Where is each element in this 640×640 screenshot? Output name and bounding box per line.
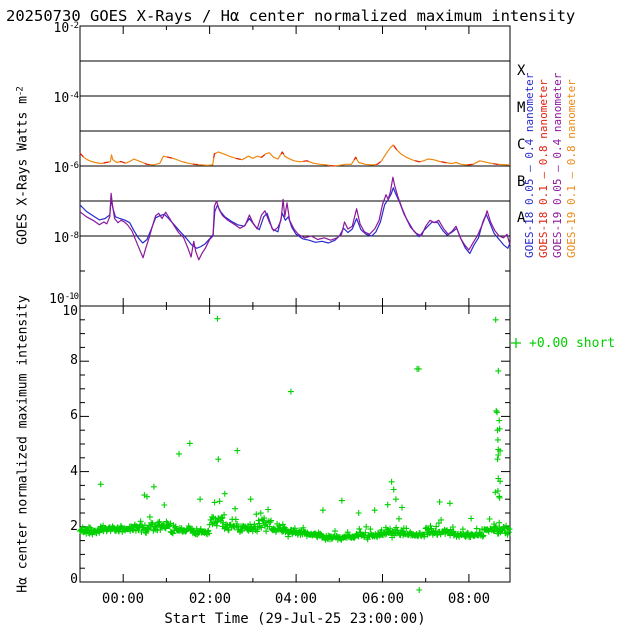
goes18-short-curve [79, 187, 511, 255]
legend-goes18-long: GOES-18 0.1 – 0.8 nanometer [537, 79, 550, 258]
flare-class-x: X [517, 63, 526, 79]
halpha-ytick-0: 0 [70, 572, 78, 587]
xray-ytick-label-1e-2: 10-2 [53, 21, 79, 36]
legend-goes19-long: GOES-19 0.1 – 0.8 nanometer [565, 79, 578, 258]
xray-y-axis-title: GOES X-Rays Watts m-2 [15, 87, 31, 245]
halpha-ytick-6: 6 [70, 408, 78, 423]
halpha-legend-label: +0.00 short [529, 336, 616, 351]
flare-class-c: C [517, 137, 526, 153]
xray-ytick-label-1e-4: 10-4 [53, 91, 79, 106]
halpha-points [76, 315, 513, 593]
xtick-0200: 02:00 [188, 591, 232, 607]
page-title: 20250730 GOES X-Rays / Hα center normali… [6, 7, 576, 25]
legend-goes18-short: GOES-18 0.05 – 0.4 nanometer [523, 72, 536, 258]
xtick-0000: 00:00 [101, 591, 145, 607]
xray-ytick-label-1e-6: 10-6 [53, 161, 79, 176]
flare-class-b: B [517, 174, 526, 190]
goes18-long-curve [79, 144, 511, 167]
flare-class-a: A [517, 210, 526, 226]
halpha-ytick-8: 8 [70, 353, 78, 368]
halpha-ytick-4: 4 [70, 464, 78, 479]
legend-goes19-short: GOES-19 0.05 – 0.4 nanometer [551, 72, 564, 258]
xtick-0800: 08:00 [447, 591, 491, 607]
xray-ytick-label-1e-8: 10-8 [53, 231, 79, 246]
halpha-y-axis-title: Hα center normalized maximum intensity [15, 295, 31, 593]
x-axis-title: Start Time (29-Jul-25 23:00:00) [164, 611, 426, 627]
halpha-ytick-2: 2 [70, 519, 78, 534]
xtick-0600: 06:00 [361, 591, 405, 607]
flare-class-m: M [517, 100, 526, 116]
xtick-0400: 04:00 [274, 591, 318, 607]
goes19-short-curve [79, 176, 511, 261]
halpha-legend-marker-icon [511, 338, 521, 348]
xray-ytick-label-1e-10: 10-10 [49, 292, 79, 307]
halpha-panel-frame [79, 305, 511, 583]
halpha-ytick-10: 10 [62, 304, 78, 319]
